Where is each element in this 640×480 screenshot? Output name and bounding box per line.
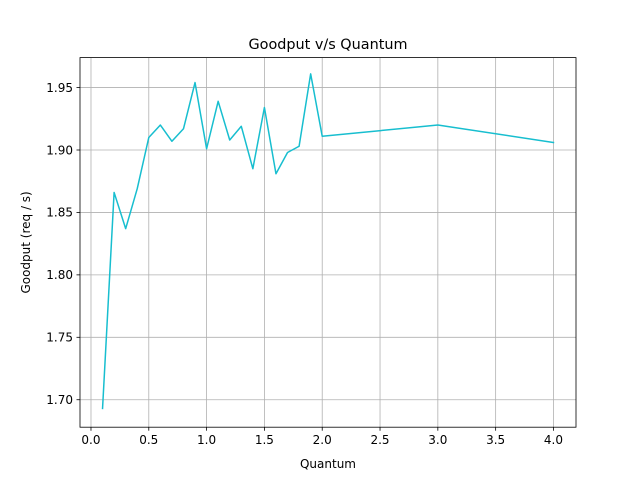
x-tick-label: 1.5 <box>255 433 274 447</box>
x-tick-label: 4.0 <box>544 433 563 447</box>
x-tick-label: 0.5 <box>139 433 158 447</box>
chart-title: Goodput v/s Quantum <box>249 37 408 53</box>
series-line <box>101 73 555 410</box>
y-tick-label: 1.80 <box>46 268 73 282</box>
y-tick-label: 1.95 <box>46 81 73 95</box>
plot-frame <box>79 57 577 428</box>
x-axis-ticks: 0.0 0.5 1.0 1.5 2.0 2.5 3.0 3.5 4.0 <box>81 427 563 447</box>
y-axis-label: Goodput (req / s) <box>19 191 33 293</box>
y-axis-ticks: 1.70 1.75 1.80 1.85 1.90 1.95 <box>46 81 80 407</box>
x-tick-label: 2.0 <box>313 433 332 447</box>
x-tick-label: 1.0 <box>197 433 216 447</box>
y-gridlines <box>80 87 576 401</box>
y-tick-label: 1.70 <box>46 393 73 407</box>
plot-area-background <box>80 57 576 428</box>
x-gridlines <box>90 57 554 428</box>
y-tick-label: 1.85 <box>46 206 73 220</box>
x-axis-label: Quantum <box>300 457 356 471</box>
y-tick-label: 1.90 <box>46 143 73 157</box>
series-layer <box>101 73 555 410</box>
x-tick-label: 3.0 <box>428 433 447 447</box>
y-tick-label: 1.75 <box>46 331 73 345</box>
x-tick-label: 2.5 <box>370 433 389 447</box>
x-tick-label: 0.0 <box>81 433 100 447</box>
x-tick-label: 3.5 <box>486 433 505 447</box>
